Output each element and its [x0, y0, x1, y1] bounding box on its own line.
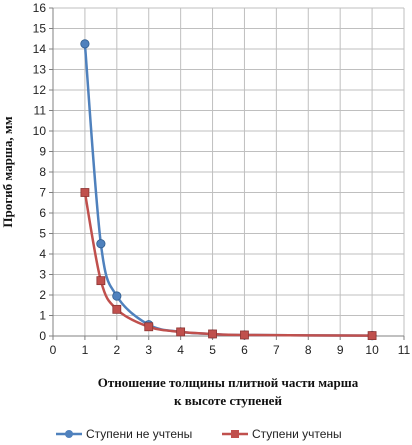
data-point-series-2-0	[80, 188, 90, 197]
data-point-series-1-2	[112, 291, 122, 301]
x-tick-label-10: 10	[365, 343, 379, 357]
legend: Ступени не учтены Ступени учтены	[56, 427, 342, 441]
data-point-series-2-1	[96, 276, 106, 286]
y-tick-label-1: 1	[39, 309, 46, 323]
x-tick-label-1: 1	[82, 343, 89, 357]
legend-label-series-2: Ступени учтены	[252, 427, 342, 441]
data-point-series-1-1	[96, 239, 106, 249]
y-tick-label-14: 14	[33, 42, 47, 56]
y-tick-label-16: 16	[33, 1, 47, 15]
x-tick-label-9: 9	[337, 343, 344, 357]
data-point-series-2-5	[208, 329, 217, 339]
y-tick-label-2: 2	[39, 288, 46, 302]
y-tick-label-9: 9	[39, 145, 46, 159]
y-tick-label-6: 6	[39, 206, 46, 220]
legend-label-series-1: Ступени не учтены	[86, 427, 192, 441]
data-point-series-2-2	[112, 304, 122, 314]
y-axis-title: Прогиб марша, мм	[0, 116, 15, 227]
x-tick-label-3: 3	[145, 343, 152, 357]
y-tick-label-11: 11	[34, 104, 47, 118]
y-tick-label-12: 12	[33, 83, 47, 97]
x-tick-label-2: 2	[113, 343, 120, 357]
data-point-series-2-7	[367, 331, 377, 340]
data-point-series-2-6	[240, 330, 249, 340]
x-axis-title-line1: Отношение толщины плитной части марша	[98, 375, 359, 390]
y-tick-label-5: 5	[39, 227, 46, 241]
y-tick-label-15: 15	[33, 22, 47, 36]
x-tick-label-7: 7	[273, 343, 280, 357]
y-tick-label-7: 7	[39, 186, 46, 200]
y-tick-label-10: 10	[33, 124, 47, 138]
data-point-series-1-0	[80, 39, 90, 49]
series-2	[80, 188, 377, 340]
y-tick-label-3: 3	[39, 268, 46, 282]
legend-item-series-1: Ступени не учтены	[56, 427, 192, 441]
legend-item-series-2: Ступени учтены	[222, 427, 342, 441]
y-tick-label-13: 13	[33, 63, 47, 77]
x-tick-label-4: 4	[177, 343, 184, 357]
series-layer	[80, 39, 377, 341]
y-tick-label-4: 4	[39, 247, 46, 261]
x-tick-label-0: 0	[50, 343, 57, 357]
x-axis-title-line2: к высоте ступеней	[174, 393, 282, 408]
x-tick-label-11: 11	[398, 343, 411, 357]
y-tick-label-0: 0	[39, 329, 46, 343]
legend-marker-series-2	[231, 430, 239, 438]
x-tick-label-8: 8	[305, 343, 312, 357]
x-tick-label-6: 6	[241, 343, 248, 357]
data-point-series-2-4	[176, 327, 186, 337]
gridlines	[52, 7, 405, 337]
x-tick-label-5: 5	[209, 343, 216, 357]
y-tick-label-8: 8	[39, 165, 46, 179]
legend-marker-series-1	[65, 430, 73, 438]
x-tick-labels: 0 1 2 3 4 5 6 7 8 9 10 11	[50, 343, 411, 357]
data-point-series-2-3	[144, 322, 154, 332]
